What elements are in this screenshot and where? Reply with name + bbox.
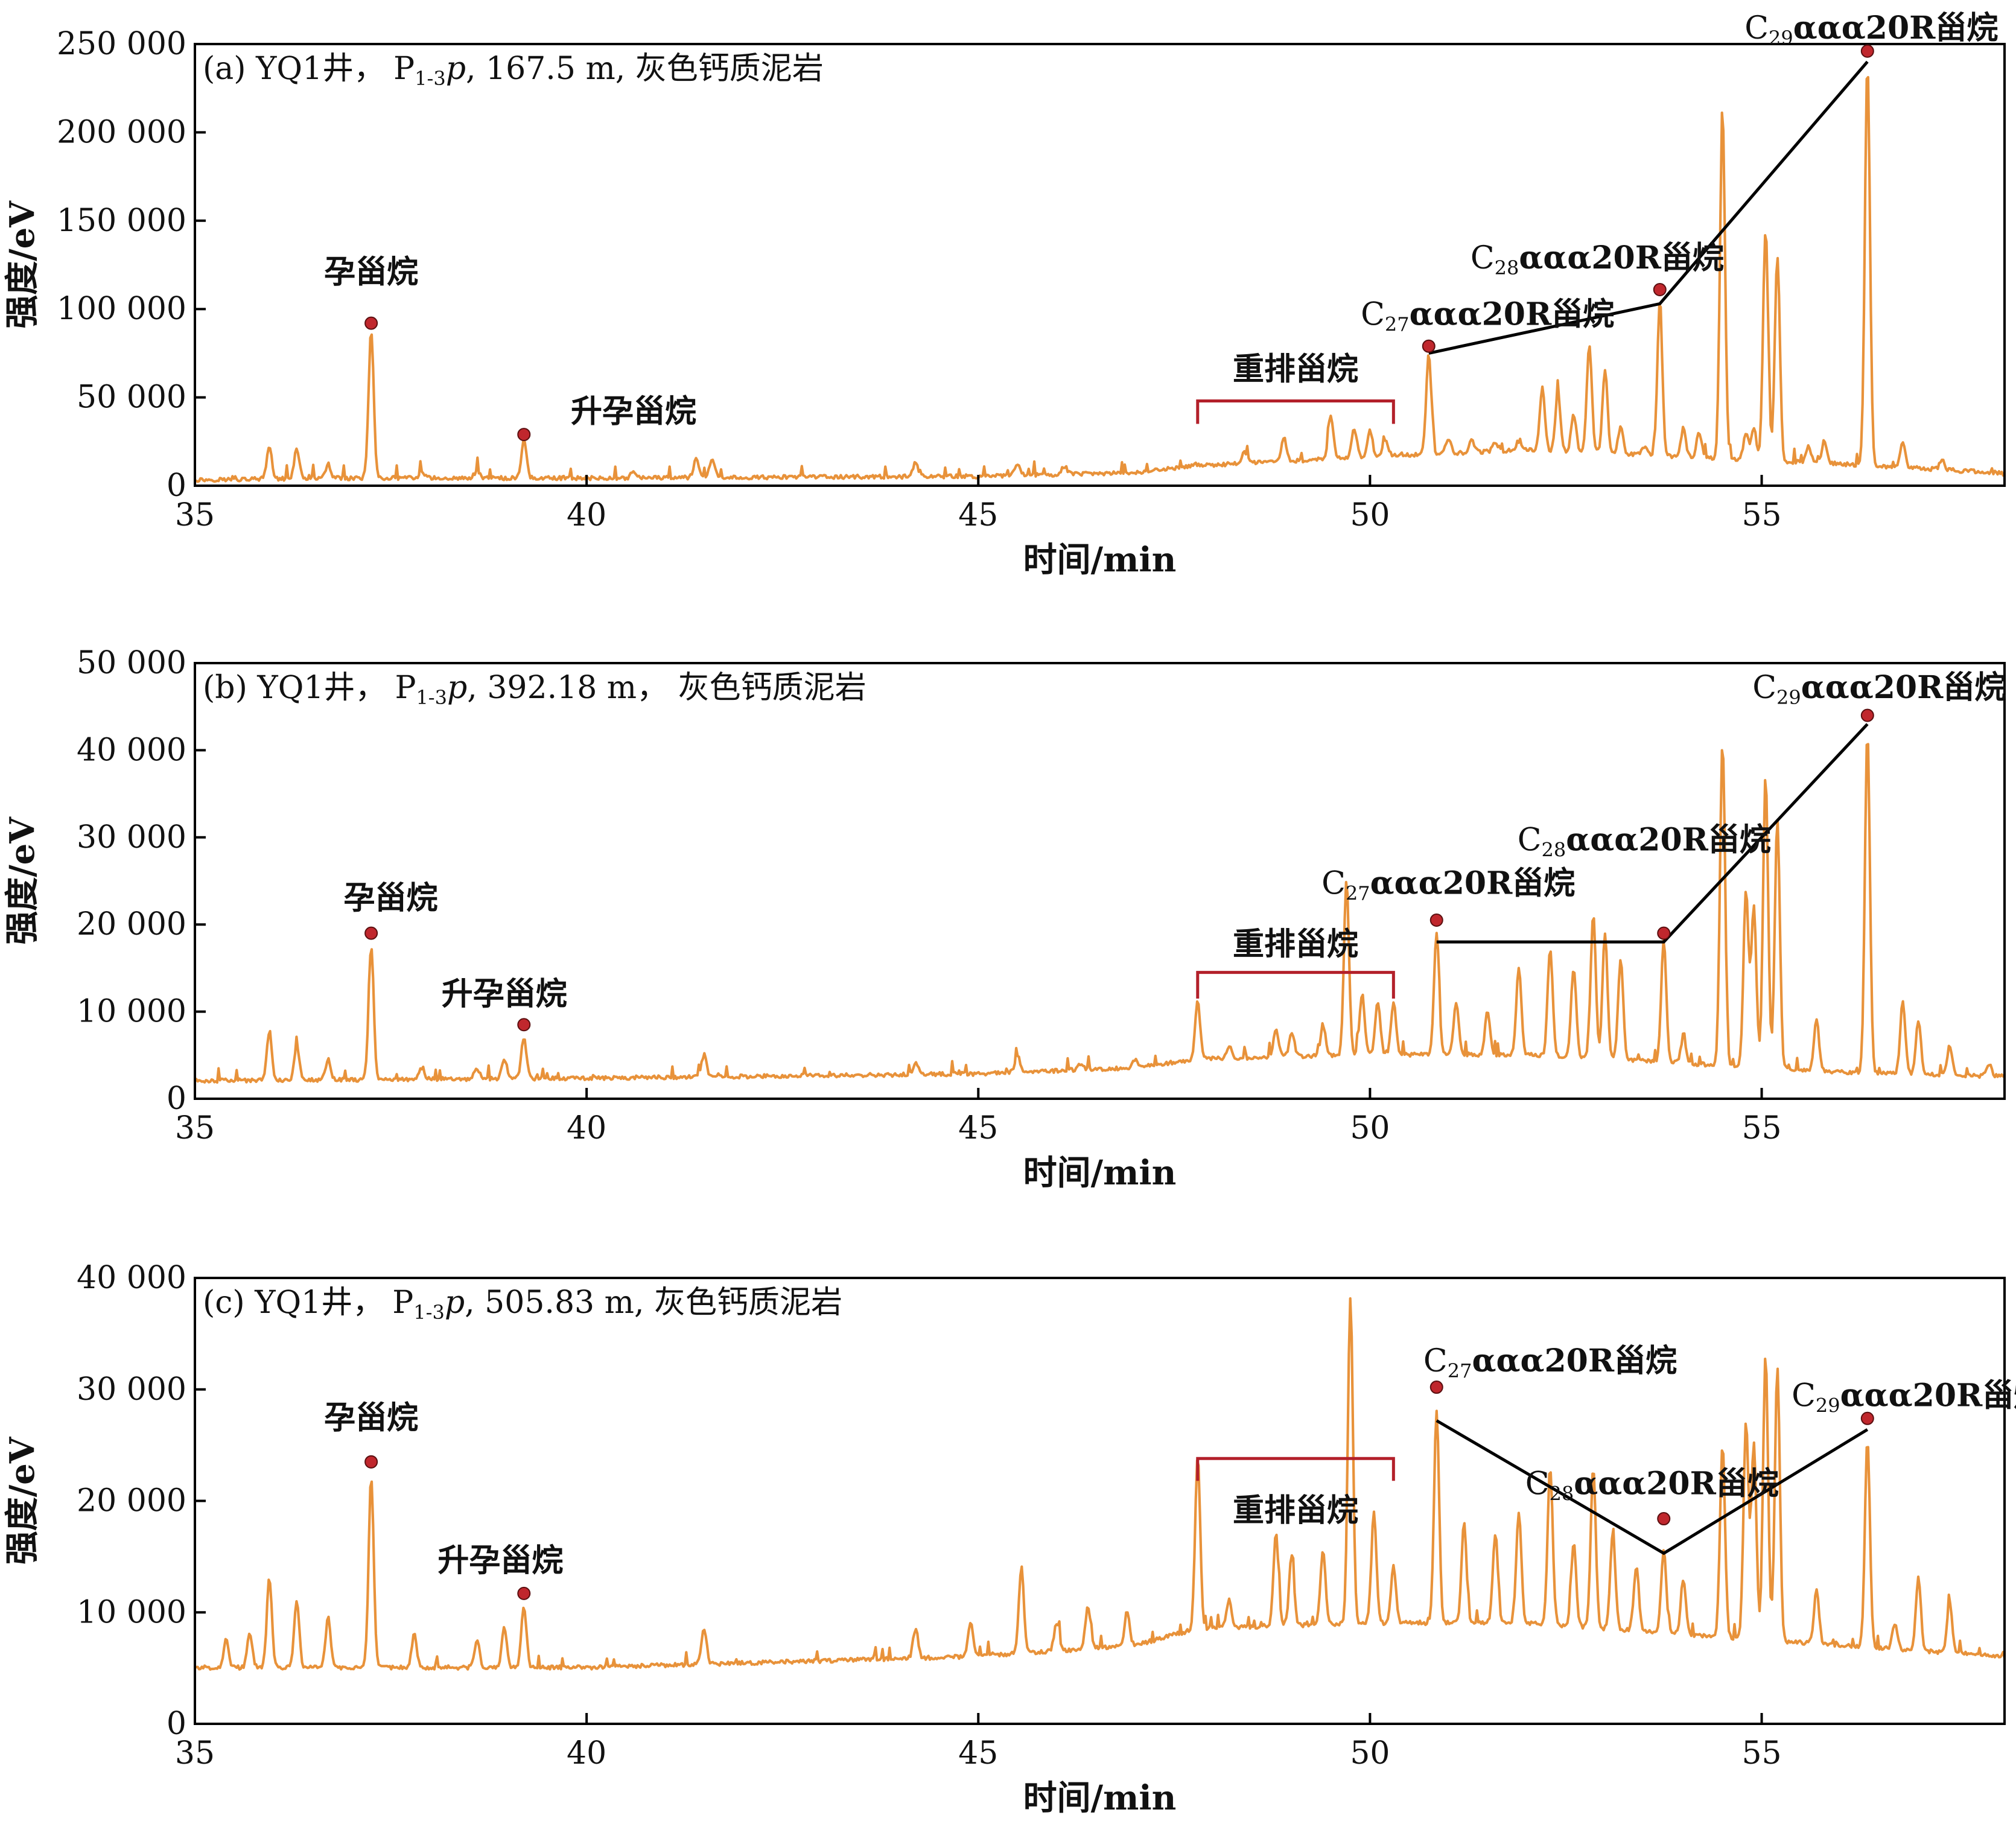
- y-tick-label: 50 000: [77, 380, 186, 416]
- peak-label: C27ααα20R甾烷: [1423, 1343, 1677, 1382]
- x-tick-label: 50: [1350, 1735, 1390, 1772]
- x-tick-label: 40: [567, 1735, 606, 1772]
- bracket-label: 重排甾烷: [1233, 926, 1358, 963]
- peak-label: C28ααα20R甾烷: [1518, 821, 1771, 861]
- peak-label: C27ααα20R甾烷: [1321, 865, 1575, 905]
- peak-marker: [1653, 282, 1667, 296]
- peak-label: 升孕甾烷: [437, 1542, 563, 1579]
- peak-marker: [364, 926, 378, 940]
- peak-label: 孕甾烷: [324, 1399, 418, 1436]
- peak-label: C28ααα20R甾烷: [1525, 1465, 1779, 1505]
- x-tick-label: 45: [958, 497, 998, 533]
- peak-marker: [1429, 913, 1443, 927]
- peak-label: C29ααα20R甾烷: [1752, 669, 2006, 709]
- panel-title: (a) YQ1井， P1-3p, 167.5 m, 灰色钙质泥岩: [203, 51, 824, 90]
- y-tick-label: 20 000: [77, 906, 186, 942]
- y-tick-label: 30 000: [77, 819, 186, 856]
- x-tick-label: 50: [1350, 1110, 1390, 1146]
- x-tick-label: 50: [1350, 497, 1390, 533]
- y-axis-title: 强度/eV: [2, 1436, 42, 1565]
- y-tick-label: 20 000: [77, 1483, 186, 1519]
- bracket-rearranged-steranes: [1196, 971, 1395, 999]
- x-tick-label: 45: [958, 1110, 998, 1146]
- chromatogram-trace: [194, 75, 2006, 483]
- peak-label: 孕甾烷: [344, 880, 438, 917]
- y-tick-label: 40 000: [77, 732, 186, 768]
- x-tick-label: 35: [175, 1735, 215, 1772]
- peak-marker: [517, 1018, 531, 1032]
- plot-frame: [194, 662, 2006, 1100]
- peak-label: C29ααα20R甾烷: [1744, 10, 1998, 49]
- peak-marker: [517, 1586, 531, 1600]
- peak-marker: [364, 316, 378, 330]
- panel-title: (b) YQ1井， P1-3p, 392.18 m， 灰色钙质泥岩: [203, 670, 866, 709]
- trend-line: [1436, 1419, 1869, 1555]
- x-tick-label: 35: [175, 497, 215, 533]
- y-tick-label: 30 000: [77, 1371, 186, 1408]
- y-tick-label: 0: [167, 468, 186, 504]
- peak-label: 升孕甾烷: [442, 976, 567, 1012]
- chart-panel-c: 0 10 000 20 000 30 000 40 000 35 40 45 50 55 时间/mi…: [2, 1260, 2016, 1818]
- x-tick-label: 40: [567, 497, 606, 533]
- bracket-label: 重排甾烷: [1233, 351, 1358, 387]
- chart-panel-b: 0 10 000 20 000 30 000 40 000 50 000 35 40 45 50 5…: [2, 645, 2006, 1193]
- plot-frame: [194, 43, 2006, 487]
- peak-label: 孕甾烷: [324, 253, 418, 290]
- peak-marker: [364, 1455, 378, 1469]
- x-tick-label: 55: [1741, 1735, 1781, 1772]
- peak-marker: [1860, 44, 1874, 58]
- y-tick-label: 10 000: [77, 1594, 186, 1630]
- peak-marker: [1429, 1381, 1443, 1394]
- y-tick-label: 200 000: [57, 114, 186, 150]
- x-axis-title: 时间/min: [1023, 540, 1177, 580]
- peak-label: C28ααα20R甾烷: [1471, 240, 1724, 279]
- x-tick-label: 40: [567, 1110, 606, 1146]
- peak-marker: [1860, 708, 1874, 722]
- peak-marker: [1657, 926, 1671, 940]
- x-tick-label: 55: [1741, 1110, 1781, 1146]
- bracket-rearranged-steranes: [1196, 1457, 1395, 1481]
- bracket-rearranged-steranes: [1196, 399, 1395, 424]
- x-axis-title: 时间/min: [1023, 1778, 1177, 1818]
- y-tick-label: 40 000: [77, 1260, 186, 1296]
- x-tick-label: 35: [175, 1110, 215, 1146]
- y-axis-title: 强度/eV: [2, 200, 42, 329]
- trend-line: [1436, 723, 1869, 944]
- y-tick-label: 100 000: [57, 291, 186, 327]
- peak-label: C29ααα20R甾烷: [1792, 1377, 2016, 1417]
- bracket-label: 重排甾烷: [1233, 1492, 1358, 1529]
- y-tick-label: 150 000: [57, 203, 186, 239]
- x-tick-label: 45: [958, 1735, 998, 1772]
- chromatogram-trace: [194, 1297, 2006, 1671]
- x-axis-title: 时间/min: [1023, 1153, 1177, 1193]
- peak-marker: [1422, 339, 1436, 353]
- peak-marker: [1860, 1411, 1874, 1425]
- chart-panel-a: 0 50 000 100 000 150 000 200 000 250 000 35 40 4…: [2, 10, 2006, 580]
- peak-marker: [517, 428, 531, 442]
- trend-line: [1428, 60, 1869, 355]
- chromatogram-trace: [194, 743, 2005, 1084]
- y-tick-label: 10 000: [77, 994, 186, 1030]
- y-tick-label: 50 000: [77, 645, 186, 681]
- y-axis-title: 强度/eV: [2, 816, 42, 945]
- y-tick-label: 0: [167, 1081, 186, 1117]
- panel-title: (c) YQ1井， P1-3p, 505.83 m, 灰色钙质泥岩: [203, 1285, 842, 1324]
- peak-label: 升孕甾烷: [571, 393, 696, 430]
- y-tick-label: 0: [167, 1706, 186, 1742]
- x-tick-label: 55: [1741, 497, 1781, 533]
- peak-marker: [1657, 1512, 1671, 1526]
- y-tick-label: 250 000: [57, 26, 186, 62]
- peak-label: C27ααα20R甾烷: [1361, 296, 1614, 336]
